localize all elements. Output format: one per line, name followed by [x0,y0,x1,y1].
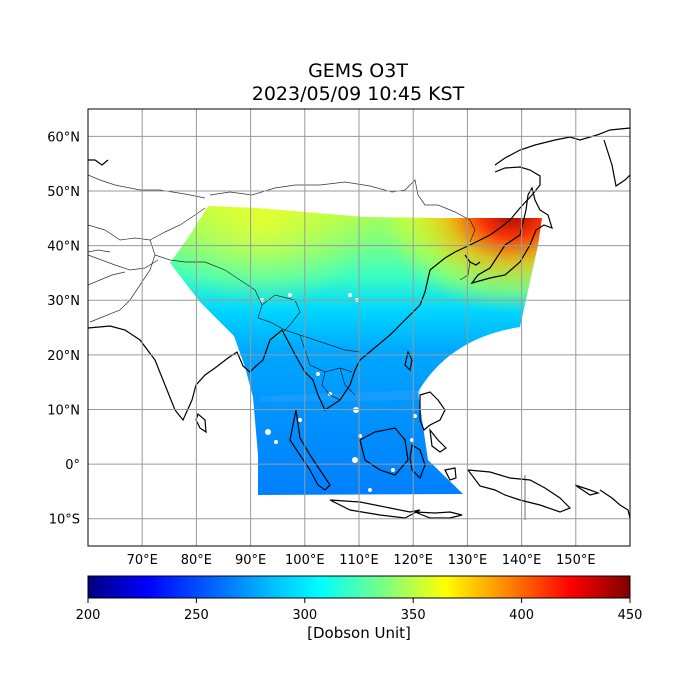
lat-tick-label: 10°S [49,513,80,528]
map-title: GEMS O3T [308,60,408,82]
lon-tick-label: 80°E [181,553,212,568]
colorbar-tick-label: 350 [401,608,426,623]
colorbar-tick-label: 450 [618,608,643,623]
lon-tick-label: 70°E [127,553,158,568]
coastlines [88,127,630,519]
lat-tick-label: 60°N [47,130,80,145]
country-borders [88,174,526,520]
colorbar-tick-label: 400 [509,608,534,623]
colorbar-tick-labels: 200 250 300 350 400 450 [76,598,643,623]
lon-tick-label: 110°E [339,553,379,568]
lon-tick-label: 120°E [393,553,433,568]
colorbar-label: [Dobson Unit] [307,624,411,642]
map-subtitle: 2023/05/09 10:45 KST [251,83,465,105]
map-gridlines [88,109,630,546]
lat-tick-label: 20°N [47,349,80,364]
lat-tick-label: 50°N [47,185,80,200]
lon-tick-label: 130°E [448,553,488,568]
colorbar [87,575,631,599]
lon-tick-label: 90°E [235,553,266,568]
longitude-tick-labels: 70°E 80°E 90°E 100°E 110°E 120°E 130°E 140°E 150… [127,553,596,568]
colorbar-tick-label: 250 [184,608,209,623]
map-frame [87,108,631,547]
lat-tick-label: 0° [65,458,80,473]
map-plot-area [88,109,630,546]
lon-tick-label: 100°E [285,553,325,568]
colorbar-tick-label: 200 [76,608,101,623]
lat-tick-label: 30°N [47,294,80,309]
colorbar-tick-label: 300 [292,608,317,623]
lon-tick-label: 150°E [556,553,596,568]
ozone-swath [170,206,542,495]
latitude-tick-labels: 60°N 50°N 40°N 30°N 20°N 10°N 0° 10°S [47,130,80,527]
lat-tick-label: 10°N [47,403,80,418]
lat-tick-label: 40°N [47,240,80,255]
lon-tick-label: 140°E [502,553,542,568]
